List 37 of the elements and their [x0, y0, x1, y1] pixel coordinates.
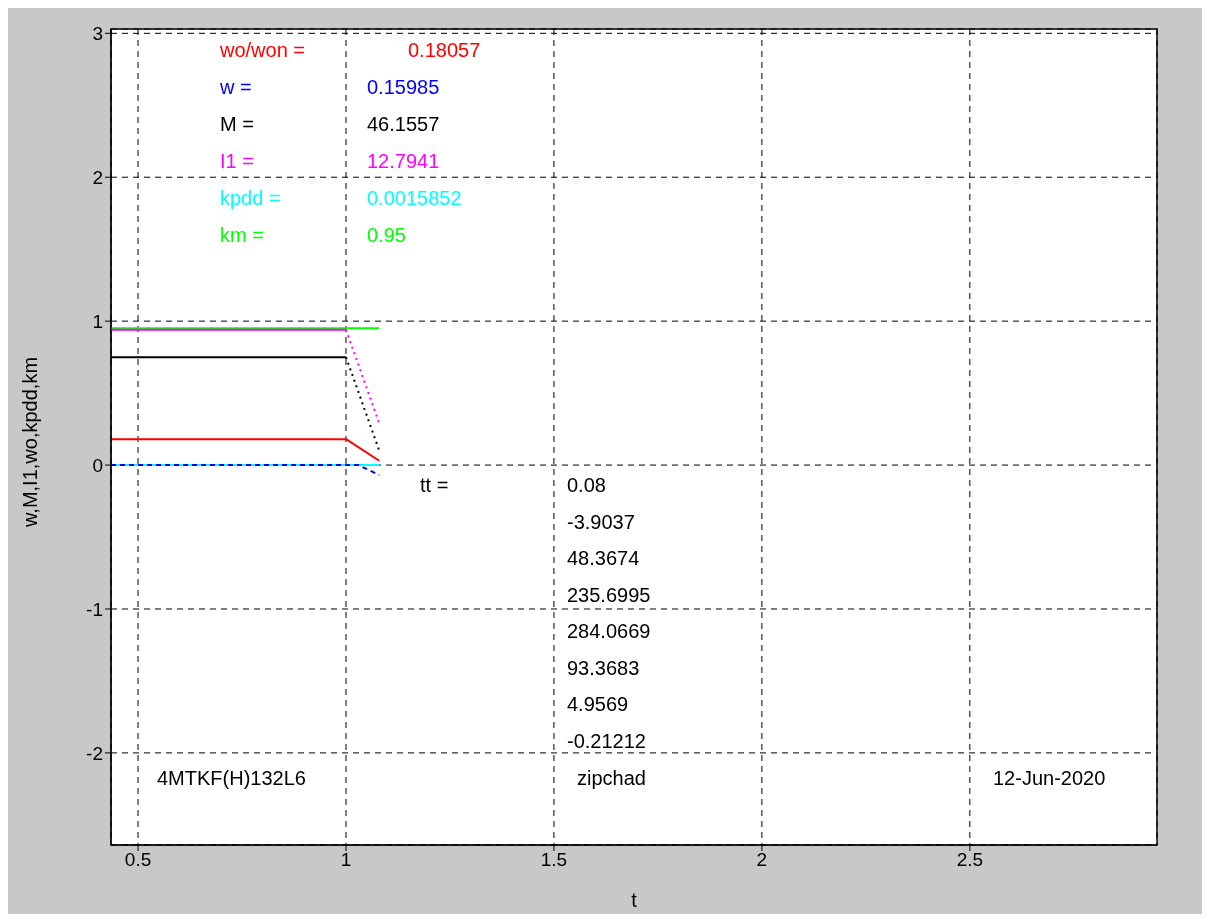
annotation: M = [220, 113, 254, 136]
y-tick-label: -1 [86, 598, 103, 620]
annotation: km = [220, 224, 264, 247]
y-tick-label: 2 [92, 166, 103, 188]
annotation: kpdd = [220, 187, 281, 210]
annotation: tt = [420, 474, 449, 497]
annotation: 48.3674 [567, 547, 640, 570]
x-axis-title: t [631, 889, 638, 911]
annotation: I1 = [220, 150, 254, 173]
annotation: wo/won = [219, 39, 306, 62]
annotation: 4MTKF(H)132L6 [157, 767, 306, 790]
annotation: 0.15985 [367, 76, 440, 99]
annotation: 93.3683 [567, 656, 640, 679]
annotation: 46.1557 [367, 113, 440, 136]
annotation: 12.7941 [367, 150, 440, 173]
annotation: 235.6995 [567, 583, 651, 606]
annotation: 4.9569 [567, 693, 629, 716]
annotation: 0.08 [567, 474, 606, 497]
annotation: w = [219, 76, 252, 99]
y-axis-title: w,M,I1,wo,kpdd,km [19, 356, 42, 528]
x-tick-label: 2.5 [956, 849, 984, 871]
annotation: 284.0669 [567, 620, 651, 643]
annotation: -3.9037 [567, 510, 635, 533]
annotation: zipchad [577, 767, 646, 790]
y-tick-label: 0 [92, 454, 103, 476]
annotation: 12-Jun-2020 [993, 767, 1106, 790]
x-tick-label: 2 [756, 849, 768, 871]
annotation: 0.95 [367, 224, 406, 247]
y-tick-label: 1 [92, 310, 103, 332]
x-tick-label: 1.5 [540, 849, 568, 871]
annotation: 0.18057 [408, 39, 481, 62]
y-tick-label: -2 [86, 742, 103, 764]
annotation: 0.0015852 [367, 187, 462, 210]
x-tick-label: 0.5 [124, 849, 152, 871]
y-tick-label: 3 [92, 23, 103, 45]
annotation: -0.21212 [567, 729, 646, 752]
x-tick-label: 1 [340, 849, 352, 871]
